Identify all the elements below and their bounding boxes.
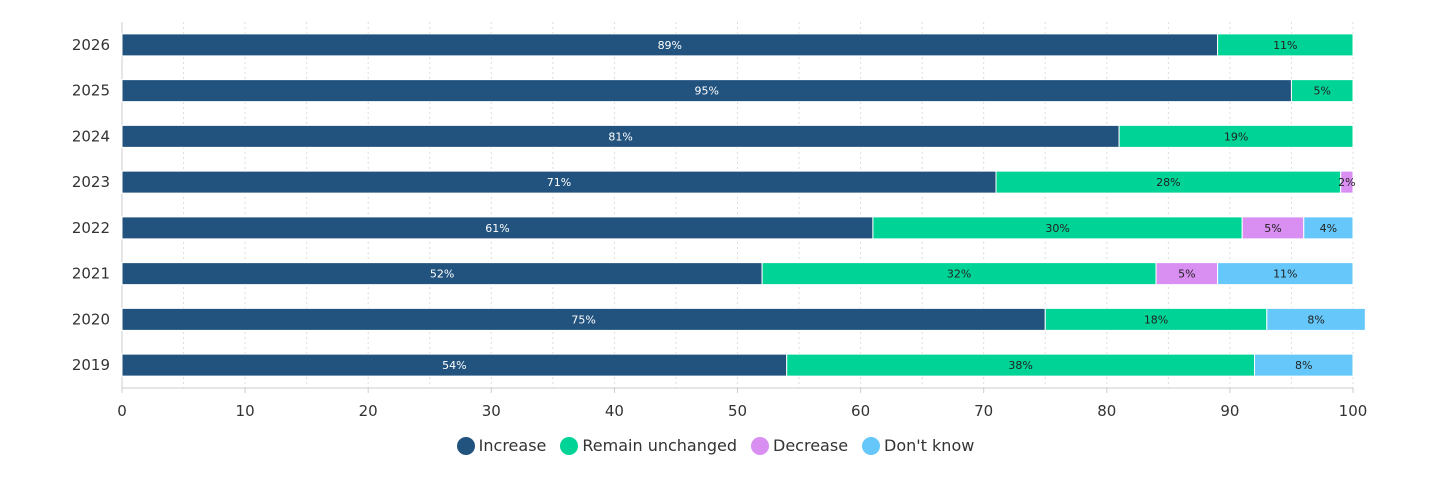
x-tick-label: 60 [851,402,870,420]
legend-swatch [456,436,475,455]
category-label: 2020 [72,310,110,328]
legend-swatch [751,436,770,455]
data-label: 75% [571,313,595,326]
x-tick-label: 0 [117,402,127,420]
legend-item[interactable]: Remain unchanged [560,436,737,455]
data-label: 2% [1338,176,1355,189]
x-tick-label: 20 [359,402,378,420]
legend-label: Increase [478,436,547,455]
data-label: 5% [1264,222,1281,235]
data-label: 89% [658,39,682,52]
data-label: 11% [1273,268,1297,281]
bar-segment [1254,353,1354,377]
x-tick-label: 70 [974,402,993,420]
data-label: 8% [1307,313,1324,326]
data-label: 8% [1295,359,1312,372]
data-label: 30% [1045,222,1069,235]
data-label: 54% [442,359,466,372]
data-label: 19% [1224,130,1248,143]
bar-segment [1266,307,1366,331]
bar-segment [1118,124,1354,148]
legend-label: Remain unchanged [582,436,738,455]
x-tick-label: 80 [1097,402,1116,420]
category-label: 2022 [72,219,110,237]
bar-segment [1303,216,1354,240]
legend-swatch [862,436,881,455]
data-label: 81% [608,130,632,143]
category-label: 2025 [72,82,110,100]
category-label: 2019 [72,356,110,374]
data-label: 32% [947,268,971,281]
legend-swatch [560,436,579,455]
data-label: 4% [1320,222,1337,235]
data-label: 38% [1008,359,1032,372]
category-label: 2026 [72,36,110,54]
x-tick-label: 30 [482,402,501,420]
bar-segment [1290,79,1354,103]
data-label: 61% [485,222,509,235]
legend-item[interactable]: Increase [456,436,547,455]
x-tick-label: 100 [1339,402,1368,420]
x-tick-label: 10 [236,402,255,420]
data-label: 5% [1313,85,1330,98]
x-tick-label: 40 [605,402,624,420]
x-tick-label: 90 [1220,402,1239,420]
data-label: 18% [1144,313,1168,326]
bar-segment [1217,262,1354,286]
legend-label: Decrease [773,436,849,455]
category-label: 2024 [72,127,110,145]
data-label: 28% [1156,176,1180,189]
data-label: 95% [694,85,718,98]
category-label: 2021 [72,265,110,283]
data-label: 52% [430,268,454,281]
legend-item[interactable]: Decrease [751,436,848,455]
data-label: 11% [1273,39,1297,52]
data-label: 71% [547,176,571,189]
stacked-bar-chart: 0 10 20 30 40 50 60 70 80 90 100 2026 89% 11% 2025 95% 5… [72,22,1368,420]
x-tick-label: 50 [728,402,747,420]
chart-legend: Increase Remain unchanged Decrease Don't kn… [0,436,1431,455]
data-label: 5% [1178,268,1195,281]
legend-label: Don't know [884,436,975,455]
legend-item[interactable]: Don't know [862,436,974,455]
bar-segment [1340,170,1354,194]
bar-segment [1217,33,1354,57]
category-label: 2023 [72,173,110,191]
